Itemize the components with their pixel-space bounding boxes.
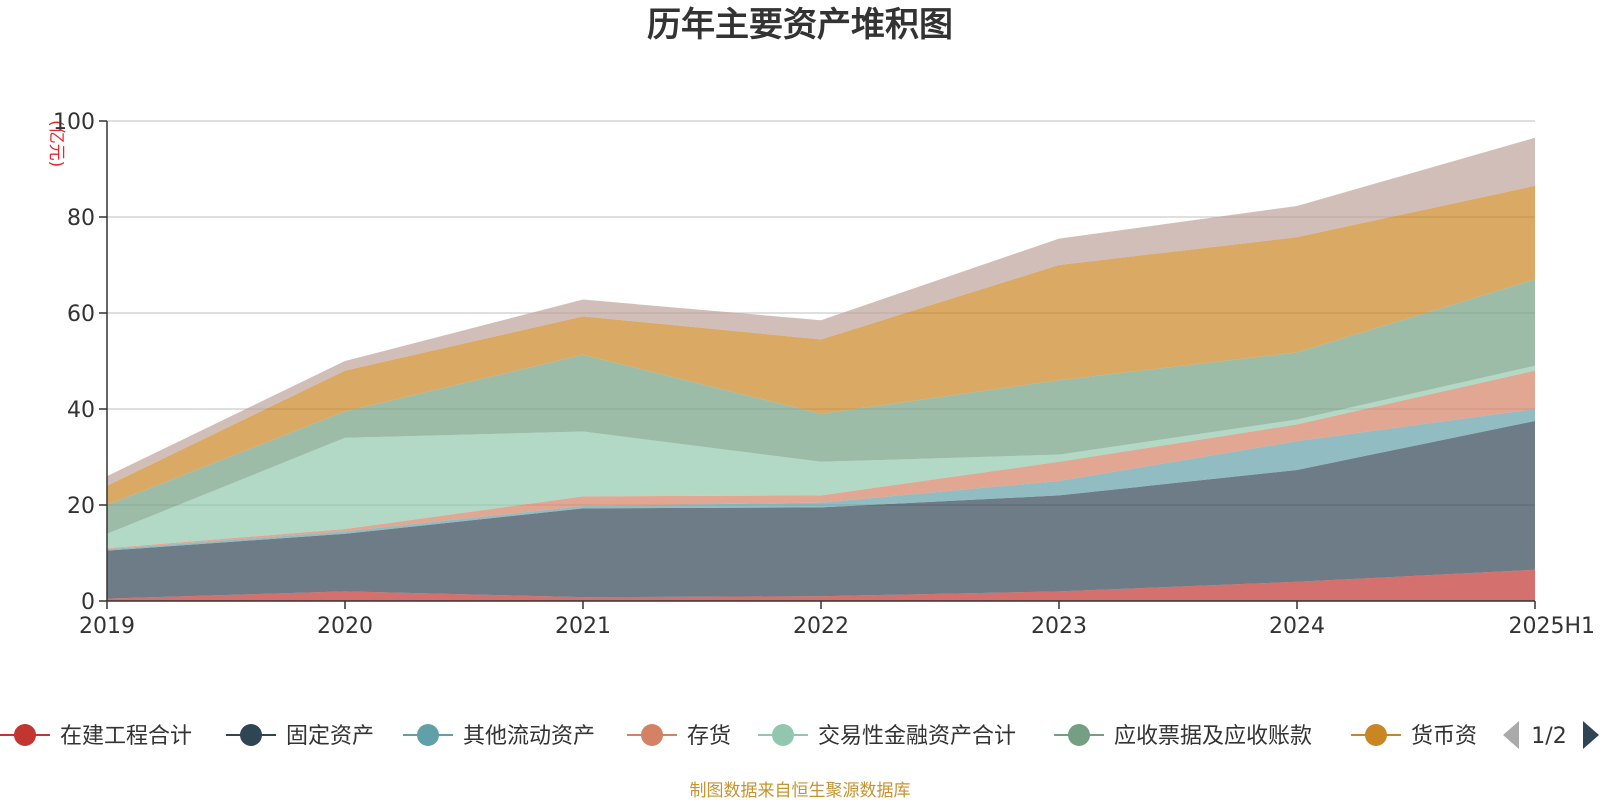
legend-circle-marker — [14, 724, 36, 746]
y-tick-label: 40 — [67, 398, 95, 423]
legend-item[interactable]: 存货 — [627, 724, 731, 749]
area-series-4 — [107, 365, 1535, 549]
y-tick-label: 20 — [67, 494, 95, 519]
legend-label: 在建工程合计 — [60, 724, 192, 749]
x-tick-label: 2023 — [1031, 614, 1087, 639]
x-tick-label: 2019 — [79, 614, 135, 639]
legend-page-indicator: 1/2 — [1531, 724, 1566, 749]
legend-label: 应收票据及应收账款 — [1114, 724, 1312, 749]
legend-item[interactable]: 其他流动资产 — [403, 724, 595, 749]
x-tick-label: 2020 — [317, 614, 373, 639]
x-tick-label: 2025H1 — [1508, 614, 1595, 639]
y-tick-label: 60 — [67, 302, 95, 327]
legend-label: 交易性金融资产合计 — [818, 724, 1016, 749]
x-tick-label: 2024 — [1269, 614, 1325, 639]
legend: 在建工程合计 固定资产 其他流动资产 存货 交易性金融资产合计 应收票据及应收账款 货币资 — [0, 724, 1477, 749]
y-tick-label: 100 — [53, 110, 95, 135]
y-tick-label: 80 — [67, 206, 95, 231]
legend-prev-page-icon[interactable] — [1503, 721, 1519, 749]
area-series-1 — [107, 421, 1535, 599]
legend-circle-marker — [1365, 724, 1387, 746]
legend-label: 其他流动资产 — [463, 724, 595, 749]
area-series-6 — [107, 185, 1535, 506]
legend-item[interactable]: 在建工程合计 — [0, 724, 192, 749]
legend-circle-marker — [772, 724, 794, 746]
x-tick-label: 2022 — [793, 614, 849, 639]
area-series-0 — [107, 569, 1535, 601]
legend-circle-marker — [641, 724, 663, 746]
legend-item[interactable]: 应收票据及应收账款 — [1054, 724, 1312, 749]
y-axis-unit-label: (亿元) — [46, 120, 66, 167]
legend-label: 存货 — [687, 724, 731, 749]
source-note: 制图数据来自恒生聚源数据库 — [690, 781, 911, 800]
legend-label: 货币资 — [1411, 724, 1477, 749]
area-series-5 — [107, 279, 1535, 534]
legend-circle-marker — [1068, 724, 1090, 746]
legend-item[interactable]: 交易性金融资产合计 — [758, 724, 1016, 749]
legend-item[interactable]: 固定资产 — [226, 724, 374, 749]
x-tick-label: 2021 — [555, 614, 611, 639]
legend-pager: 1/2 — [1503, 721, 1599, 749]
legend-item[interactable]: 货币资 — [1351, 724, 1477, 749]
axes: 0 20 40 60 80 100 2019 2020 2021 2022 2023 2024 2025… — [53, 110, 1595, 639]
legend-circle-marker — [240, 724, 262, 746]
legend-next-page-icon[interactable] — [1583, 721, 1599, 749]
y-tick-label: 0 — [81, 590, 95, 615]
area-series-group — [107, 137, 1535, 601]
legend-label: 固定资产 — [286, 724, 374, 749]
legend-circle-marker — [417, 724, 439, 746]
chart-title: 历年主要资产堆积图 — [647, 5, 953, 45]
area-series-7 — [107, 137, 1535, 486]
